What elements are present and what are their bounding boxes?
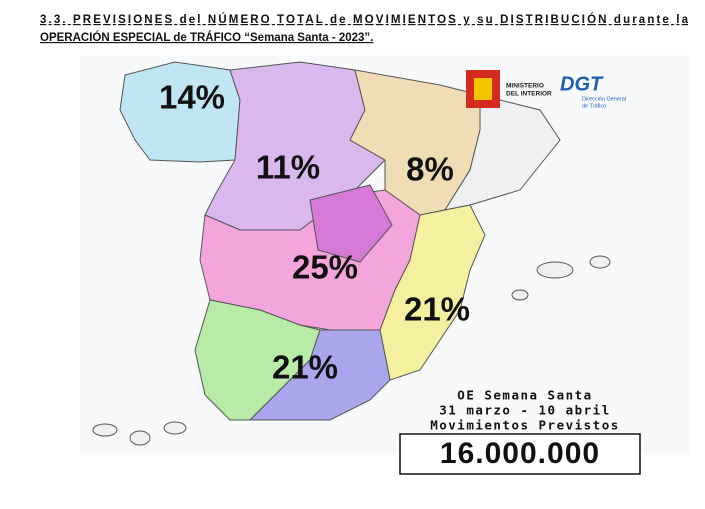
island [129,430,151,446]
region-percentage: 11% [256,149,320,186]
island [589,255,611,269]
island [163,421,187,435]
emblem [474,78,492,100]
logo-text: de Tráfico [582,103,606,109]
header-line: OPERACIÓN ESPECIAL de TRÁFICO “Semana Sa… [40,31,373,44]
region-south [248,329,391,421]
region-percentage: 25% [292,249,358,286]
region-madrid [309,184,393,263]
total-box [399,433,641,475]
map: 14% 11% 8% 25% 21% 21% [80,55,690,455]
region-east [379,204,486,381]
region-percentage: 8% [406,151,454,188]
dgt-logo: DGT [560,73,604,95]
summary-line: Movimientos Previstos [430,418,620,433]
logo-text: MINISTERIO [506,83,544,90]
island [92,423,118,437]
region-percentage: 21% [404,291,470,328]
island [536,261,574,279]
summary-line: OE Semana Santa [457,388,592,403]
total-value: 16.000.000 [440,437,600,470]
header-line: 3.3. PREVISIONES del NÚMERO TOTAL de MOV… [40,13,689,26]
summary-line: 31 marzo - 10 abril [439,403,611,418]
summary: OE Semana Santa 31 marzo - 10 abril Movi… [399,388,641,475]
logos: MINISTERIO DEL INTERIOR DGT Dirección Ge… [466,70,626,109]
region-northwest [119,61,241,163]
region-percentage: 21% [272,349,338,386]
island [511,289,529,301]
logo-text: DEL INTERIOR [506,91,552,98]
region-percentage: 14% [159,79,225,116]
logo-text: Dirección General [582,96,626,102]
